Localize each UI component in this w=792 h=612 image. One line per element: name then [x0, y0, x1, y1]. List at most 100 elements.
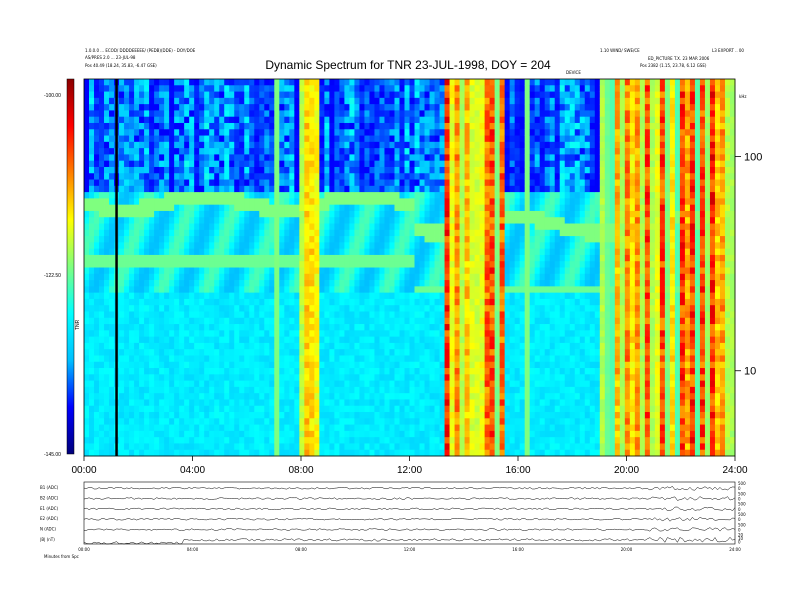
- spectrogram-cell: [234, 349, 240, 356]
- spectrogram-cell: [304, 298, 310, 306]
- spectrogram-cell: [304, 223, 310, 231]
- spectrogram-cell: [324, 91, 330, 99]
- spectrogram-cell: [189, 368, 195, 375]
- spectrogram-cell: [354, 154, 360, 162]
- spectrogram-cell: [469, 374, 475, 381]
- spectrogram-cell: [369, 399, 375, 407]
- spectrogram-cell: [359, 91, 365, 99]
- spectrogram-cell: [84, 336, 90, 344]
- spectrogram-cell: [184, 179, 190, 187]
- spectrogram-cell: [299, 229, 305, 237]
- spectrogram-cell: [284, 412, 290, 419]
- spectrogram-cell: [269, 349, 275, 356]
- spectrogram-cell: [469, 79, 475, 86]
- spectrogram-cell: [404, 185, 410, 193]
- spectrogram-cell: [109, 154, 115, 162]
- spectrogram-cell: [244, 412, 250, 419]
- spectrogram-cell: [84, 412, 90, 419]
- spectrogram-cell: [289, 104, 295, 111]
- spectrogram-cell: [169, 110, 175, 118]
- spectrogram-cell: [379, 236, 385, 243]
- spectrogram-cell: [404, 355, 410, 363]
- spectrogram-cell: [199, 380, 205, 388]
- spectrogram-cell: [344, 355, 350, 363]
- spectrogram-cell: [354, 292, 360, 300]
- spectrogram-cell: [264, 85, 270, 92]
- spectrogram-cell: [259, 380, 265, 388]
- spectrogram-cell: [484, 430, 491, 438]
- spectrogram-cell: [454, 330, 460, 338]
- spectrogram-cell: [414, 430, 420, 438]
- spectrogram-cell: [354, 116, 360, 124]
- spectrogram-cell: [424, 129, 430, 136]
- spectrogram-cell: [479, 173, 486, 180]
- spectrogram-cell: [494, 223, 501, 231]
- spectrogram-cell: [234, 280, 240, 287]
- spectrogram-cell: [454, 79, 460, 86]
- spectrogram-cell: [399, 97, 405, 105]
- spectrogram-cell: [249, 254, 255, 262]
- spectrogram-cell: [179, 173, 185, 180]
- spectrogram-cell: [449, 386, 455, 394]
- header-right-line4: Pos 2382 (1.15, 23.78, 6.12 GSE): [640, 63, 707, 68]
- spectrogram-cell: [279, 122, 285, 130]
- spectrogram-cell: [354, 405, 360, 413]
- spectrogram-cell: [249, 160, 255, 168]
- spectrogram-cell: [304, 141, 310, 149]
- spectrogram-cell: [99, 311, 105, 319]
- spectrogram-cell: [184, 173, 190, 180]
- spectrogram-cell: [259, 430, 265, 438]
- spectrogram-cell: [344, 412, 350, 419]
- spectrogram-cell: [119, 97, 125, 105]
- spectrogram-cell: [424, 424, 430, 432]
- spectrogram-cell: [84, 273, 90, 281]
- spectrogram-cell: [309, 116, 315, 124]
- spectrogram-cell: [179, 116, 185, 124]
- spectrogram-cell: [399, 336, 405, 344]
- spectrogram-cell: [89, 135, 95, 143]
- spectrogram-cell: [359, 217, 365, 224]
- spectrogram-cell: [99, 129, 105, 136]
- spectrogram-cell: [489, 305, 496, 312]
- spectrogram-cell: [239, 267, 245, 275]
- spectrogram-cell: [304, 261, 310, 268]
- spectrogram-cell: [384, 412, 390, 419]
- spectrogram-cell: [374, 141, 380, 149]
- spectrogram-cell: [324, 116, 330, 124]
- spectrogram-cell: [204, 248, 210, 256]
- spectrogram-cell: [179, 85, 185, 92]
- spectrogram-cell: [304, 317, 310, 325]
- spectrogram-cell: [339, 122, 345, 130]
- spectrogram-cell: [199, 141, 205, 149]
- spectrogram-cell: [154, 261, 160, 268]
- spectrogram-cell: [434, 280, 440, 287]
- spectrogram-cell: [209, 229, 215, 237]
- spectrogram-cell: [324, 324, 330, 331]
- spectrogram-cell: [104, 210, 110, 218]
- spectrogram-cell: [439, 368, 445, 375]
- spectrogram-cell: [439, 280, 445, 287]
- spectrogram-cell: [304, 418, 310, 425]
- spectrogram-cell: [314, 342, 320, 350]
- spectrogram-cell: [89, 273, 95, 281]
- spectrogram-cell: [489, 110, 496, 118]
- spectrogram-cell: [109, 399, 115, 407]
- spectrogram-cell: [289, 229, 295, 237]
- spectrogram-cell: [104, 204, 110, 212]
- spectrogram-cell: [489, 267, 496, 275]
- spectrogram-cell: [104, 405, 110, 413]
- spectrogram-cell: [444, 223, 450, 231]
- spectrogram-cell: [184, 261, 190, 268]
- spectrogram-cell: [479, 229, 486, 237]
- spectrogram-cell: [399, 449, 405, 457]
- spectrogram-cell: [484, 148, 491, 155]
- spectrogram-cell: [474, 166, 481, 174]
- spectrogram-cell: [394, 122, 400, 130]
- spectrogram-cell: [469, 349, 475, 356]
- spectrogram-cell: [149, 280, 155, 287]
- spectrogram-cell: [209, 317, 215, 325]
- spectrogram-cell: [169, 355, 175, 363]
- spectrogram-cell: [184, 160, 190, 168]
- spectrogram-cell: [494, 198, 501, 206]
- spectrogram-cell: [464, 229, 470, 237]
